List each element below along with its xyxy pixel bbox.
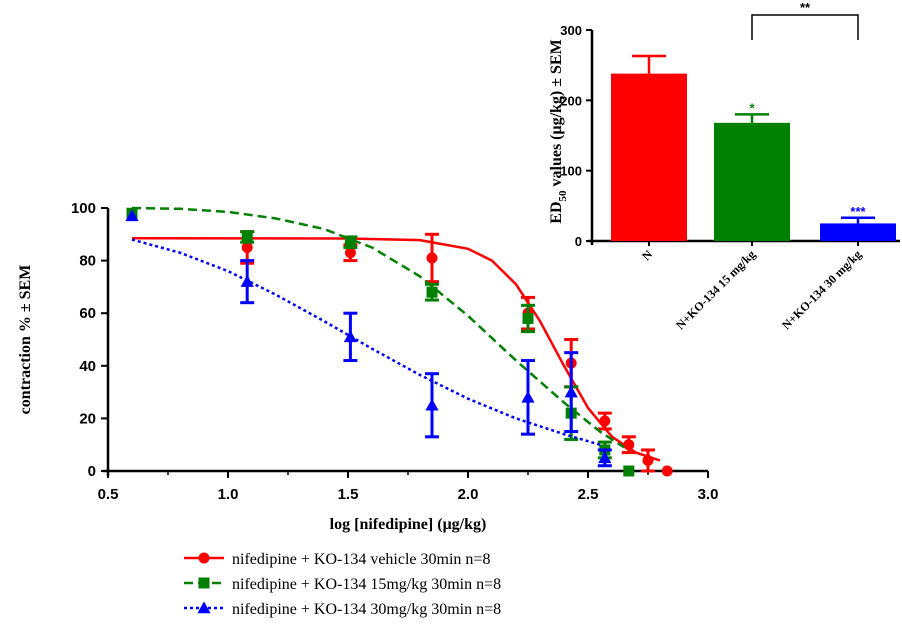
inset-bar-group: * N+KO-134 15 mg/kg <box>673 100 790 332</box>
significance-marker: *** <box>850 204 866 219</box>
x-tick-label: 1.0 <box>218 486 239 503</box>
inset-y-axis-title: ED50 values (μg/kg) ± SEM <box>548 39 569 223</box>
inset-y-tick-label: 0 <box>575 234 582 249</box>
significance-marker: * <box>749 100 755 115</box>
x-tick-label: 2.5 <box>578 486 599 503</box>
bracket-label: ** <box>800 0 811 15</box>
y-tick-label: 40 <box>79 358 96 375</box>
inset-y-title-main: ED <box>548 201 565 223</box>
inset-y-title-rest: values (μg/kg) ± SEM <box>548 39 565 190</box>
legend-entry: nifedipine + KO-134 30mg/kg 30min n=8 <box>184 601 501 618</box>
fit-curve <box>131 238 601 446</box>
data-point <box>598 451 612 464</box>
fit-curve <box>131 206 625 449</box>
data-point <box>426 286 438 298</box>
y-axis-title: contraction % ± SEM <box>17 265 34 415</box>
series-3 <box>125 209 612 468</box>
data-point <box>343 330 357 343</box>
data-point <box>344 247 356 259</box>
legend-marker <box>197 601 211 614</box>
data-point <box>623 439 635 451</box>
inset-y-title-subscript: 50 <box>557 190 569 202</box>
inset-category-label: N+KO-134 15 mg/kg <box>673 247 758 332</box>
data-point <box>240 275 254 287</box>
data-point <box>521 390 535 403</box>
inset-bar <box>611 73 687 242</box>
y-tick-label: 60 <box>79 305 96 322</box>
legend-marker <box>198 577 210 589</box>
legend-entry: nifedipine + KO-134 15mg/kg 30min n=8 <box>184 576 501 593</box>
legend-label: nifedipine + KO-134 15mg/kg 30min n=8 <box>232 576 501 593</box>
legend-marker <box>198 552 210 564</box>
series-1 <box>126 207 673 477</box>
data-point <box>522 312 534 324</box>
data-point <box>241 231 253 243</box>
data-point <box>241 241 253 253</box>
y-tick-label: 80 <box>79 253 96 270</box>
main-chart-series <box>125 206 673 477</box>
data-point <box>661 465 673 477</box>
y-tick-label: 20 <box>79 410 96 427</box>
data-point <box>642 454 654 466</box>
inset-bar-group: *** N+KO-134 30 mg/kg <box>779 204 896 332</box>
data-point <box>426 252 438 264</box>
inset-category-label: N+KO-134 30 mg/kg <box>779 247 864 332</box>
series-2 <box>126 206 635 477</box>
inset-y-tick-label: 300 <box>560 23 582 38</box>
data-point <box>599 415 611 427</box>
data-point <box>564 385 578 398</box>
inset-bar <box>820 223 896 241</box>
inset-bar <box>714 122 790 241</box>
data-point <box>425 398 439 411</box>
inset-y-tick-label: 100 <box>560 164 582 179</box>
fit-curve <box>131 236 661 462</box>
data-point <box>344 236 356 248</box>
x-tick-label: 2.0 <box>458 486 479 503</box>
data-point <box>125 209 139 222</box>
x-tick-label: 0.5 <box>98 486 119 503</box>
significance-bracket <box>751 14 859 40</box>
legend-label: nifedipine + KO-134 vehicle 30min n=8 <box>232 551 490 568</box>
x-axis-title: log [nifedipine] (μg/kg) <box>330 516 487 533</box>
x-tick-label: 1.5 <box>338 486 359 503</box>
inset-bar-group: N <box>611 54 687 263</box>
legend-entry: nifedipine + KO-134 vehicle 30min n=8 <box>184 551 490 568</box>
data-point <box>623 465 635 477</box>
inset-category-label: N <box>639 247 655 263</box>
y-tick-label: 0 <box>88 463 96 480</box>
legend: nifedipine + KO-134 vehicle 30min n=8 nif… <box>184 551 501 618</box>
y-tick-label: 100 <box>71 200 96 217</box>
main-chart-axes: 0.5 1.0 1.5 2.0 2.5 3.0 0 20 40 60 80 100 log [nifed… <box>17 200 718 533</box>
inset-y-tick-label: 200 <box>560 93 582 108</box>
x-tick-label: 3.0 <box>698 486 719 503</box>
legend-label: nifedipine + KO-134 30mg/kg 30min n=8 <box>232 601 501 618</box>
